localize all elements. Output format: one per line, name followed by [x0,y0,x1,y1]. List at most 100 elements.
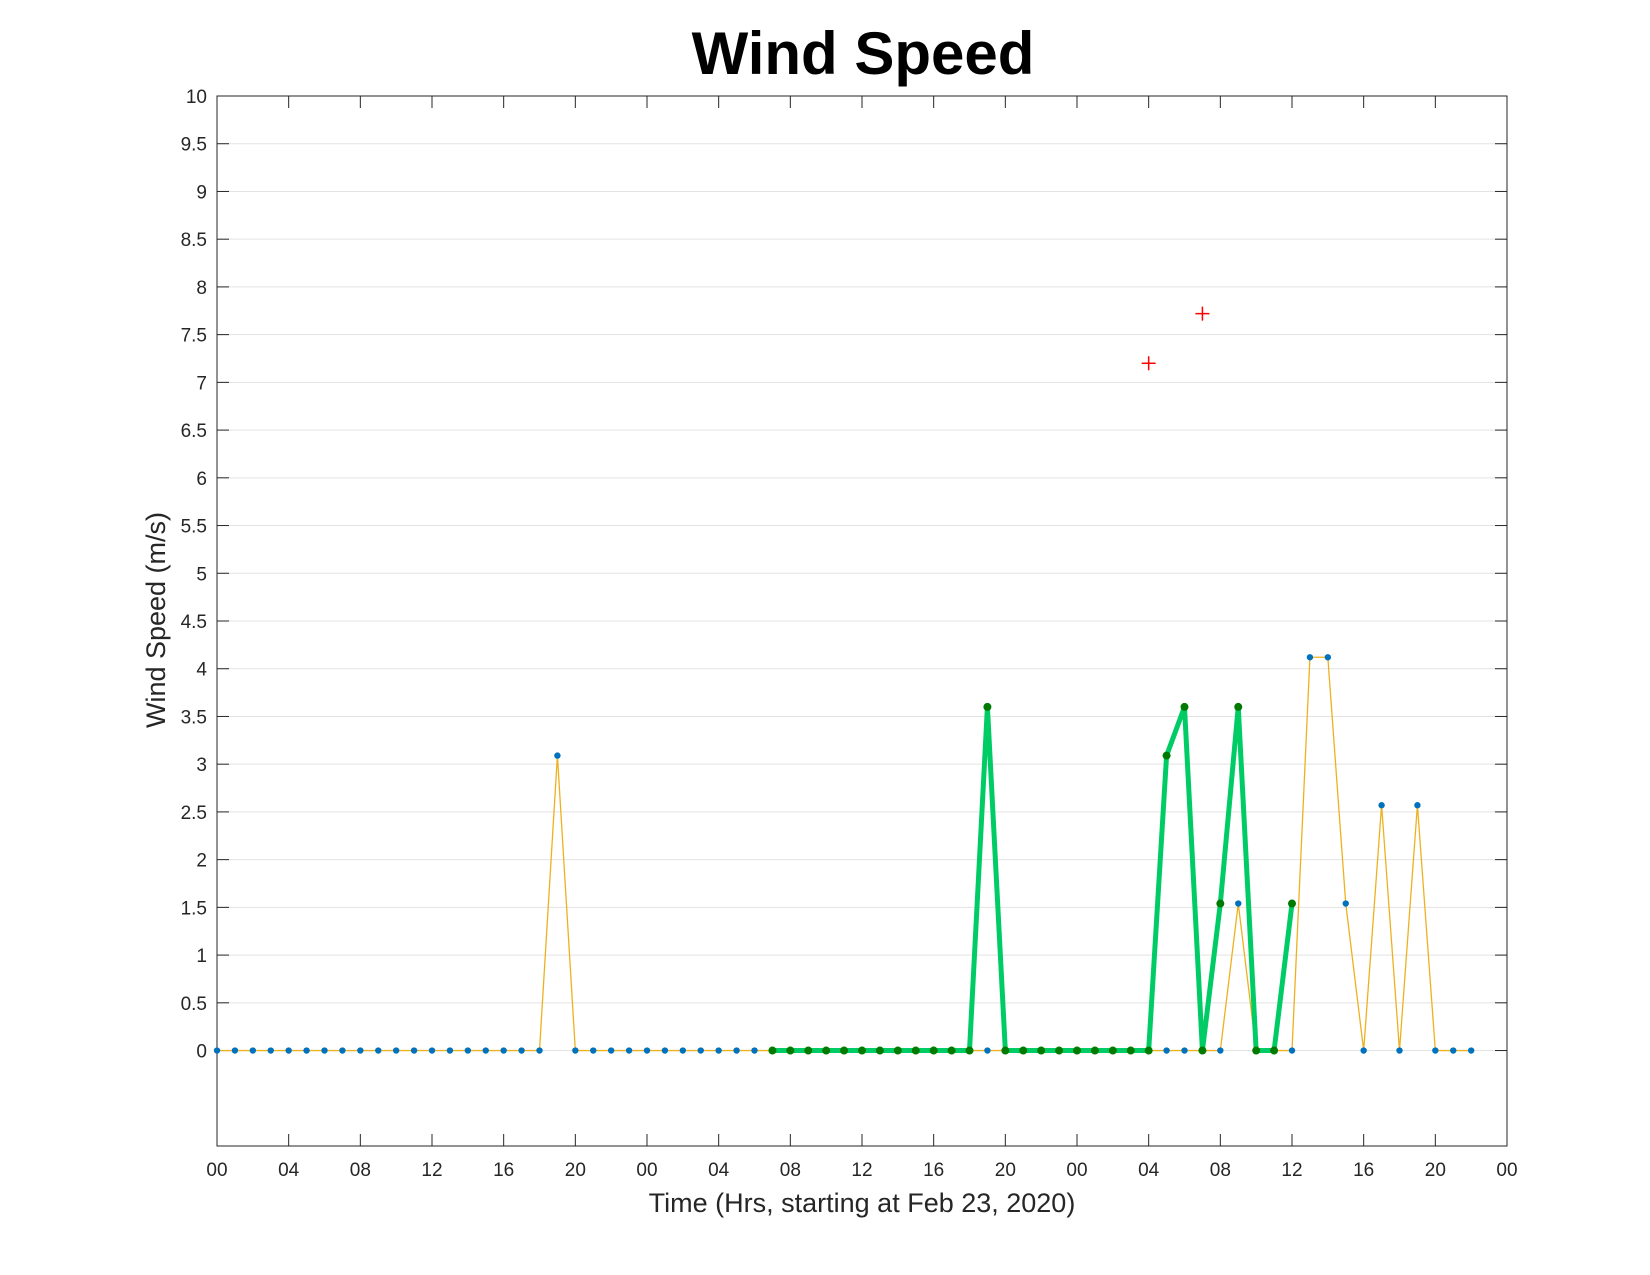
data-point [1288,1047,1296,1054]
highlight-data-point [1252,1046,1261,1055]
data-point [1342,900,1349,907]
x-tick-label: 04 [278,1160,300,1181]
data-point [1217,1047,1224,1054]
data-point [590,1047,597,1054]
data-point [1450,1047,1457,1054]
y-tick-label: 8 [196,278,207,299]
data-point [339,1047,346,1054]
highlight-data-point [1288,899,1296,908]
data-point [392,1047,400,1054]
y-tick-label: 5.5 [181,517,207,538]
highlight-data-point [858,1046,866,1055]
data-point [751,1047,758,1054]
data-point [554,752,561,759]
data-point [518,1047,525,1054]
data-point [375,1047,382,1054]
outlier-plus-marker [1195,306,1210,321]
y-tick-label: 10 [186,87,207,108]
data-point [213,1047,221,1054]
highlight-data-point [1216,899,1225,908]
x-tick-label: 12 [1281,1160,1302,1181]
y-tick-label: 3 [196,755,207,776]
x-tick-label: 08 [780,1160,801,1181]
highlight-data-point [983,702,992,711]
data-point [1163,1047,1170,1054]
y-tick-label: 3.5 [181,707,207,728]
x-tick-label: 00 [1066,1160,1087,1181]
data-point [410,1047,418,1054]
highlight-data-point [768,1046,777,1055]
data-point [1467,1047,1475,1054]
data-point [661,1047,669,1054]
highlight-data-point [1073,1046,1081,1055]
data-point [572,1047,579,1054]
highlight-data-point [1001,1046,1010,1055]
x-tick-label: 00 [206,1160,227,1181]
data-point [357,1047,364,1054]
highlight-data-point [1162,751,1171,760]
data-point [1181,1047,1188,1054]
y-tick-label: 6 [196,469,207,490]
y-tick-label: 2.5 [181,803,207,824]
data-point [285,1047,292,1054]
data-point [536,1047,543,1054]
data-point [984,1047,991,1054]
x-tick-label: 20 [1425,1160,1446,1181]
highlight-data-point [786,1046,795,1055]
data-point [500,1047,507,1054]
y-tick-label: 9.5 [181,135,207,156]
y-tick-label: 7 [196,373,207,394]
data-point [1360,1047,1367,1054]
data-point [1396,1047,1403,1054]
highlight-series-line [772,706,1295,1054]
data-point [733,1047,740,1054]
highlight-data-point [1090,1046,1099,1055]
y-axis-label: Wind Speed (m/s) [141,512,171,728]
x-axis-label: Time (Hrs, starting at Feb 23, 2020) [649,1188,1076,1218]
y-tick-label: 0 [196,1042,207,1063]
data-point [1235,900,1242,907]
chart-title: Wind Speed [692,20,1035,87]
x-tick-label: 16 [1353,1160,1374,1181]
highlight-data-point [1108,1046,1117,1055]
highlight-data-point [822,1046,831,1055]
y-tick-label: 9 [196,182,207,203]
highlight-data-point [875,1046,884,1055]
y-tick-label: 4 [196,660,207,681]
data-point [1378,802,1385,809]
data-point [715,1047,722,1054]
y-tick-label: 2 [196,851,207,872]
highlight-data-point [893,1046,902,1055]
outlier-plus-marker [1141,356,1156,371]
y-tick-label: 6.5 [181,421,207,442]
highlight-data-point [1126,1046,1135,1055]
data-point [249,1047,257,1054]
highlight-data-point [1270,1046,1279,1055]
data-point [1306,654,1314,661]
highlight-data-point [911,1046,920,1055]
series-layer [213,306,1475,1055]
x-tick-label: 12 [851,1160,872,1181]
x-tick-label: 04 [708,1160,730,1181]
data-point [321,1047,328,1054]
data-point [231,1047,239,1054]
x-tick-label: 00 [636,1160,657,1181]
highlight-data-point [947,1046,956,1055]
data-point [1432,1047,1439,1054]
y-tick-label: 1 [196,946,207,967]
highlight-data-point [1198,1046,1207,1055]
data-point [679,1047,687,1054]
data-point [697,1047,704,1054]
data-point [267,1047,274,1054]
grid-layer [217,143,1507,1052]
highlight-data-point [804,1046,813,1055]
highlight-data-point [1055,1046,1064,1055]
tick-layer: 0 0.5 1 1.5 2 2.5 3 3.5 4 4.5 5 5.5 6 6.5 7 7.5 8 8.5 9 9.5… [181,87,1518,1181]
highlight-data-point [1180,702,1189,711]
y-tick-label: 1.5 [181,898,207,919]
x-tick-label: 00 [1496,1160,1517,1181]
x-tick-label: 12 [421,1160,442,1181]
data-point [482,1047,489,1054]
x-tick-label: 04 [1138,1160,1160,1181]
